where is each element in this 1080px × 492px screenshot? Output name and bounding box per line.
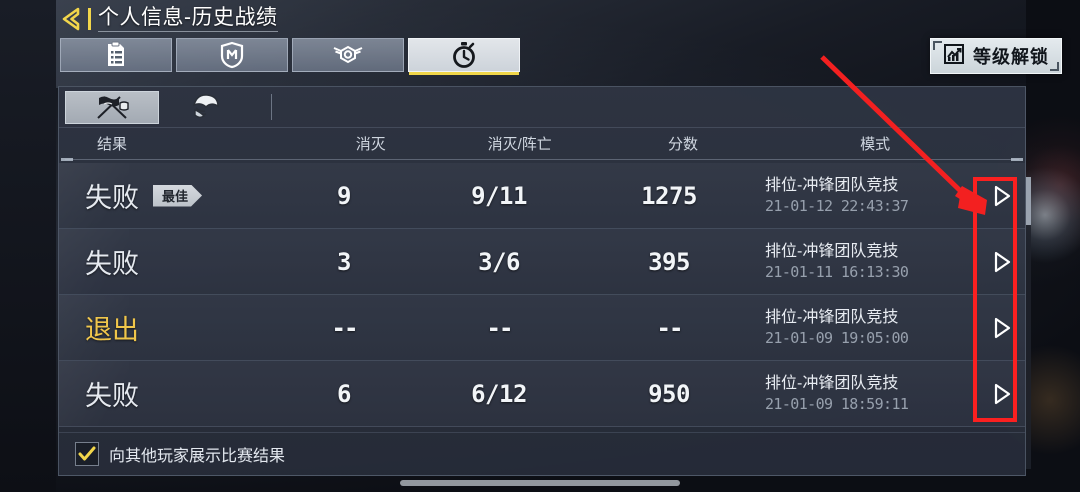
background-left-strip (0, 0, 56, 492)
cell-mode: 排位-冲锋团队竞技 21-01-09 19:05:00 (759, 308, 979, 348)
clipboard-list-icon (103, 41, 129, 69)
mode-name: 排位-冲锋团队竞技 (765, 176, 899, 194)
cell-result: 失败 (59, 242, 269, 281)
chart-growth-icon (943, 43, 965, 69)
cell-kills: -- (269, 314, 419, 342)
tab-emblem[interactable] (292, 38, 404, 72)
score-value: 950 (648, 379, 690, 408)
kd-value: -- (486, 313, 514, 342)
level-unlock-button[interactable]: 等级解锁 (930, 38, 1062, 74)
tab-profile-records[interactable] (60, 38, 172, 72)
table-row[interactable]: 失败 6 6/12 950 排位-冲锋团队竞技 21-01-09 18:59:1… (59, 361, 1025, 427)
column-header-kills: 消灭 (355, 135, 386, 153)
view-match-detail-button[interactable] (979, 295, 1025, 360)
back-arrow-icon[interactable] (56, 4, 86, 34)
table-row[interactable]: 失败 最佳 9 9/11 1275 排位-冲锋团队竞技 21-01-12 22:… (59, 163, 1025, 229)
show-results-label: 向其他玩家展示比赛结果 (109, 448, 286, 465)
kills-value: 3 (337, 247, 351, 276)
system-gesture-bar (400, 480, 680, 486)
title-divider (88, 8, 91, 30)
view-match-detail-button[interactable] (979, 229, 1025, 294)
cell-score: -- (579, 314, 759, 342)
subtab-battle-royale[interactable] (159, 91, 253, 124)
cell-result: 失败 (59, 374, 269, 413)
mode-date: 21-01-09 19:05:00 (765, 328, 909, 347)
cell-kd: 6/12 (419, 380, 579, 408)
play-arrow-icon (991, 250, 1013, 274)
cell-score: 950 (579, 380, 759, 408)
cell-score: 1275 (579, 182, 759, 210)
scrollbar-thumb[interactable] (1026, 177, 1031, 225)
table-row[interactable]: 退出 -- -- -- 排位-冲锋团队竞技 21-01-09 19:05:00 (59, 295, 1025, 361)
winged-emblem-icon (332, 43, 364, 67)
view-match-detail-button[interactable] (979, 163, 1025, 228)
corner-decor-bottom-right (1050, 62, 1059, 71)
column-header-kd: 消灭/阵亡 (487, 135, 552, 153)
header-divider (59, 158, 1025, 163)
best-badge: 最佳 (153, 185, 202, 207)
stopwatch-icon (451, 41, 477, 69)
cell-kd: 9/11 (419, 182, 579, 210)
result-label: 失败 (85, 183, 139, 213)
view-match-detail-button[interactable] (979, 361, 1025, 426)
level-unlock-label: 等级解锁 (973, 47, 1049, 67)
parachute-icon (189, 93, 223, 121)
table-header-row: 结果 消灭 消灭/阵亡 分数 模式 (59, 127, 1025, 158)
kills-value: 9 (337, 181, 351, 210)
cell-result: 失败 最佳 (59, 176, 269, 215)
cell-kills: 3 (269, 248, 419, 276)
match-list: 失败 最佳 9 9/11 1275 排位-冲锋团队竞技 21-01-12 22:… (59, 163, 1025, 427)
tab-achievements[interactable] (176, 38, 288, 72)
score-value: 1275 (641, 181, 697, 210)
checkmark-icon (78, 446, 96, 462)
play-arrow-icon (991, 184, 1013, 208)
kills-value: -- (331, 313, 359, 342)
cell-result: 退出 (59, 308, 269, 347)
subtab-multiplayer[interactable] (65, 90, 159, 124)
mode-name: 排位-冲锋团队竞技 (765, 242, 899, 260)
cell-score: 395 (579, 248, 759, 276)
play-arrow-icon (991, 316, 1013, 340)
title-bar: 个人信息-历史战绩 (56, 2, 278, 36)
cell-kd: 3/6 (419, 248, 579, 276)
corner-decor-top-left (933, 41, 942, 50)
kd-value: 3/6 (478, 247, 520, 276)
kills-value: 6 (337, 379, 351, 408)
crossed-flags-icon (90, 94, 134, 120)
mode-date: 21-01-09 18:59:11 (765, 394, 909, 413)
play-arrow-icon (991, 382, 1013, 406)
column-header-score: 分数 (667, 135, 698, 153)
panel-scrollbar[interactable] (1026, 177, 1031, 469)
score-value: -- (656, 313, 684, 342)
sub-tab-bar (59, 87, 1025, 127)
top-tab-bar (60, 38, 520, 75)
kd-value: 6/12 (471, 379, 527, 408)
column-header-result: 结果 (97, 135, 128, 153)
mode-name: 排位-冲锋团队竞技 (765, 374, 899, 392)
shield-badge-icon (219, 41, 245, 69)
cell-kills: 6 (269, 380, 419, 408)
mode-name: 排位-冲锋团队竞技 (765, 308, 899, 326)
column-header-mode: 模式 (860, 135, 891, 153)
show-results-checkbox[interactable] (75, 442, 99, 466)
mode-date: 21-01-12 22:43:37 (765, 196, 909, 215)
result-label: 退出 (85, 315, 139, 345)
tab-match-history[interactable] (408, 38, 520, 75)
cell-mode: 排位-冲锋团队竞技 21-01-11 16:13:30 (759, 242, 979, 282)
result-label: 失败 (85, 381, 139, 411)
mode-date: 21-01-11 16:13:30 (765, 262, 909, 281)
table-row[interactable]: 失败 3 3/6 395 排位-冲锋团队竞技 21-01-11 16:13:30 (59, 229, 1025, 295)
page-title: 个人信息-历史战绩 (98, 6, 278, 32)
score-value: 395 (648, 247, 690, 276)
cell-mode: 排位-冲锋团队竞技 21-01-09 18:59:11 (759, 374, 979, 414)
cell-kills: 9 (269, 182, 419, 210)
cell-mode: 排位-冲锋团队竞技 21-01-12 22:43:37 (759, 176, 979, 216)
match-history-panel: 结果 消灭 消灭/阵亡 分数 模式 失败 最佳 9 9/11 1275 排位-冲… (58, 86, 1031, 476)
panel-footer: 向其他玩家展示比赛结果 (59, 432, 1025, 475)
cell-kd: -- (419, 314, 579, 342)
subtab-divider (271, 94, 272, 120)
result-label: 失败 (85, 249, 139, 279)
kd-value: 9/11 (471, 181, 527, 210)
